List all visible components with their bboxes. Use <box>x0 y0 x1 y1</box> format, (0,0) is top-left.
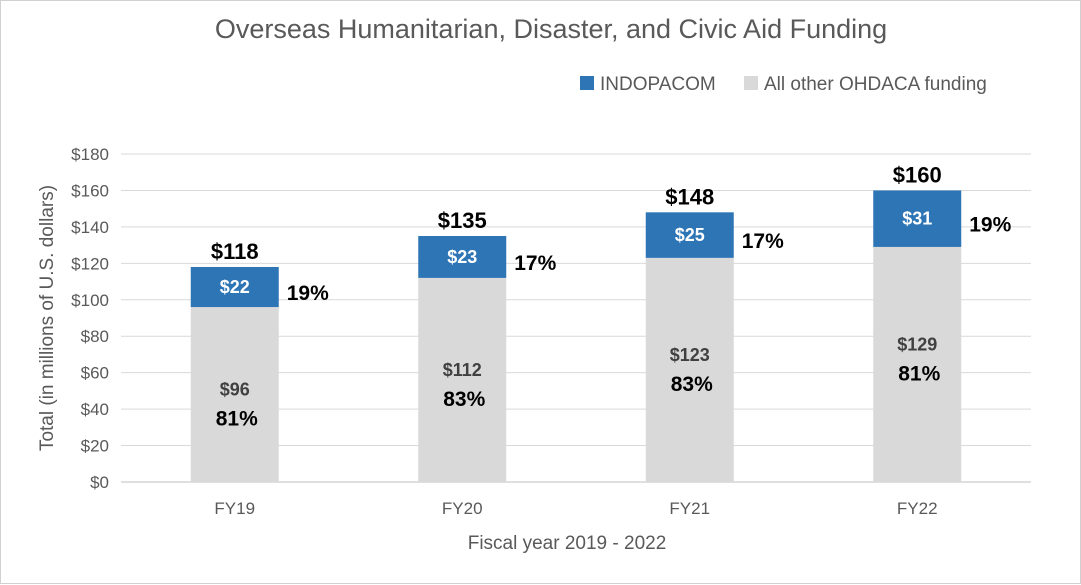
x-tick-label: FY21 <box>669 499 710 518</box>
indopacom-value-label: $23 <box>447 247 477 267</box>
other-pct-label: 81% <box>898 362 940 385</box>
indopacom-value-label: $25 <box>675 225 705 245</box>
x-axis-label: Fiscal year 2019 - 2022 <box>468 533 667 554</box>
indopacom-pct-label: 17% <box>742 230 784 253</box>
y-tick-label: $160 <box>71 181 109 200</box>
x-tick-label: FY22 <box>897 499 938 518</box>
y-tick-label: $100 <box>71 291 109 310</box>
y-axis-label: Total (in millions of U.S. dollars) <box>37 185 58 451</box>
other-value-label: $96 <box>220 380 250 400</box>
total-label: $118 <box>211 239 259 264</box>
y-tick-label: $60 <box>81 364 109 383</box>
other-pct-label: 81% <box>216 408 258 431</box>
bar-indopacom-FY22 <box>873 190 962 247</box>
y-tick-label: $80 <box>81 327 109 346</box>
legend-label-indopacom: INDOPACOM <box>600 74 716 95</box>
other-value-label: $123 <box>670 345 710 365</box>
total-label: $160 <box>893 162 942 187</box>
bar-indopacom-FY20 <box>418 236 507 278</box>
bar-other-FY22 <box>873 246 962 482</box>
legend-swatch-indopacom <box>580 76 594 90</box>
y-tick-label: $140 <box>71 218 109 237</box>
indopacom-pct-label: 17% <box>514 252 556 275</box>
indopacom-pct-label: 19% <box>969 214 1011 237</box>
legend-label-other: All other OHDACA funding <box>764 74 987 95</box>
y-tick-label: $0 <box>90 473 109 492</box>
x-tick-label: FY20 <box>442 499 483 518</box>
total-label: $148 <box>665 184 714 209</box>
other-pct-label: 83% <box>671 373 713 396</box>
bar-indopacom-FY19 <box>190 266 279 308</box>
bar-other-FY19 <box>190 307 279 482</box>
bar-indopacom-FY21 <box>645 212 734 258</box>
y-tick-label: $40 <box>81 400 109 419</box>
indopacom-value-label: $31 <box>902 209 932 229</box>
total-label: $135 <box>438 208 487 233</box>
bar-other-FY20 <box>418 277 507 482</box>
y-tick-label: $20 <box>81 437 109 456</box>
y-tick-label: $180 <box>71 145 109 164</box>
legend-swatch-other <box>744 76 758 90</box>
indopacom-pct-label: 19% <box>287 282 329 305</box>
y-tick-label: $120 <box>71 254 109 273</box>
bar-other-FY21 <box>645 257 734 482</box>
chart-title: Overseas Humanitarian, Disaster, and Civ… <box>215 14 887 44</box>
other-value-label: $112 <box>443 360 482 380</box>
x-tick-label: FY19 <box>214 499 255 518</box>
other-value-label: $129 <box>897 334 937 354</box>
indopacom-value-label: $22 <box>220 277 250 297</box>
other-pct-label: 83% <box>443 388 485 411</box>
